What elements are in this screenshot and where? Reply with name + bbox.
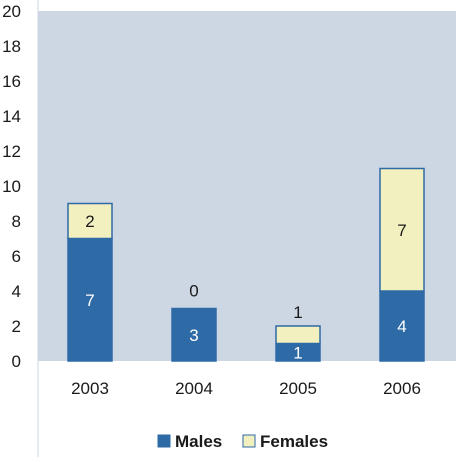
data-label-males: 1 xyxy=(293,343,302,362)
legend: Males Females xyxy=(157,432,328,451)
bar-segment-males xyxy=(171,307,217,362)
y-tick-label: 20 xyxy=(2,2,21,21)
x-tick-label: 2004 xyxy=(175,379,213,398)
y-tick-label: 18 xyxy=(2,37,21,56)
bar-segment-females xyxy=(379,167,425,292)
data-label-males: 3 xyxy=(189,326,198,345)
y-tick-label: 2 xyxy=(12,317,21,336)
y-tick-label: 6 xyxy=(12,247,21,266)
y-tick-label: 16 xyxy=(2,72,21,91)
legend-swatch-males xyxy=(157,434,171,448)
x-tick-label: 2003 xyxy=(71,379,109,398)
y-tick-label: 0 xyxy=(12,352,21,371)
data-label-males: 7 xyxy=(85,291,94,310)
legend-swatch-females xyxy=(242,434,256,448)
y-tick-labels: 0 2 4 6 8 10 12 14 16 18 20 xyxy=(2,2,21,371)
bar-segment-females xyxy=(67,202,113,240)
data-label-females: 0 xyxy=(189,282,198,301)
x-tick-label: 2005 xyxy=(279,379,317,398)
legend-label-females: Females xyxy=(260,432,328,451)
y-tick-label: 12 xyxy=(2,142,21,161)
y-tick-label: 4 xyxy=(12,282,21,301)
bar-series: 7 2 3 0 1 1 4 7 xyxy=(67,167,425,362)
data-label-females: 2 xyxy=(85,212,94,231)
bar-segment-females xyxy=(275,325,321,345)
y-tick-label: 10 xyxy=(2,177,21,196)
bar-segment-males xyxy=(67,237,113,362)
data-label-males: 4 xyxy=(397,317,406,336)
x-tick-labels: 2003 2004 2005 2006 xyxy=(71,379,421,398)
data-label-females: 7 xyxy=(397,221,406,240)
y-tick-label: 8 xyxy=(12,212,21,231)
x-tick-label: 2006 xyxy=(383,379,421,398)
y-tick-label: 14 xyxy=(2,107,21,126)
legend-label-males: Males xyxy=(175,432,222,451)
data-label-females: 1 xyxy=(293,303,302,322)
